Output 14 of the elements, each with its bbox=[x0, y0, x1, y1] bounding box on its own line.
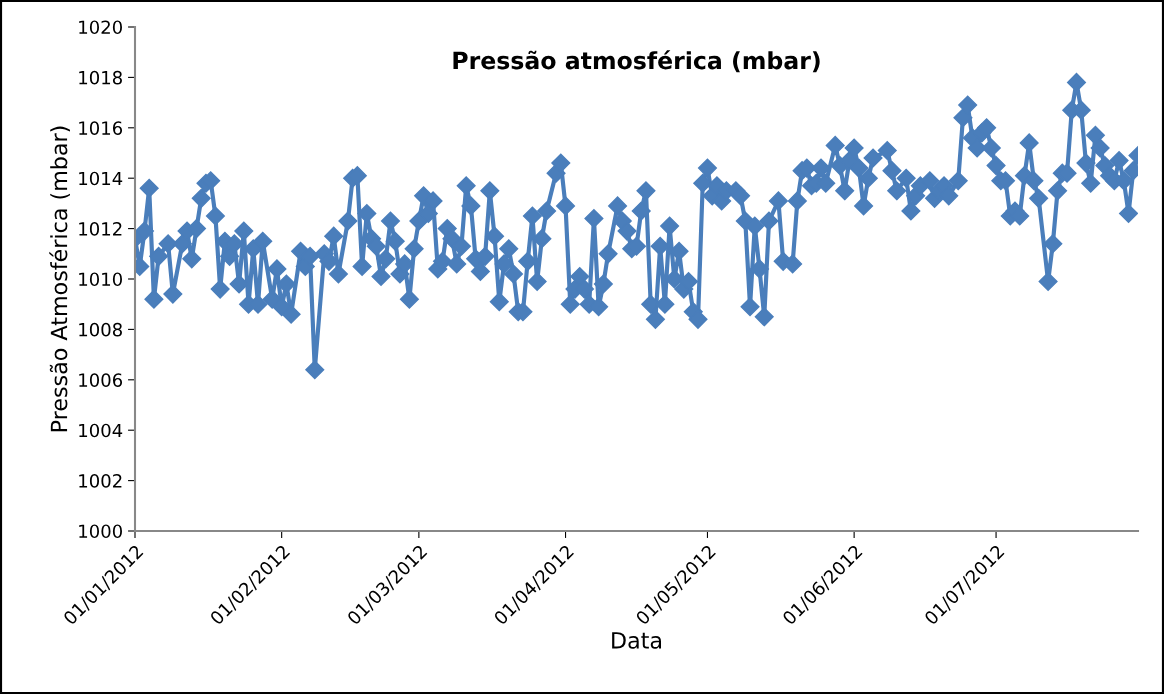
x-axis-title: Data bbox=[612, 632, 662, 649]
y-tick-label: 1010 bbox=[79, 272, 122, 287]
y-tick-label: 1016 bbox=[79, 121, 123, 135]
y-tick-label: 1004 bbox=[79, 423, 123, 438]
y-tick-label: 1012 bbox=[79, 222, 122, 236]
y-axis-title: Pressão Atmosférica (mbar) bbox=[49, 126, 70, 432]
y-tick-label: 1000 bbox=[79, 524, 122, 539]
text: Pressão atmosférica (mbar) bbox=[453, 50, 820, 73]
y-tick-label: 1018 bbox=[79, 70, 122, 85]
y-tick-label: 1002 bbox=[79, 474, 122, 488]
y-tick-label: 1008 bbox=[79, 322, 122, 337]
y-tick-label: 1014 bbox=[79, 171, 123, 186]
y-tick-label: 1006 bbox=[79, 373, 123, 387]
y-tick-label: 1020 bbox=[79, 20, 122, 35]
